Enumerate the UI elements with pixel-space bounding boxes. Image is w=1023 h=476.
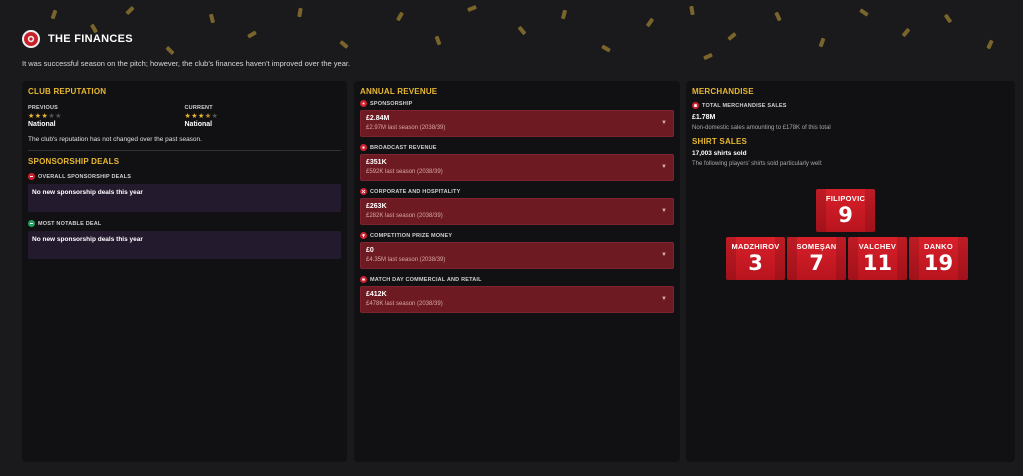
shirt-number: 19 (923, 251, 954, 275)
shirt-player-name: MADZHIROV (731, 242, 780, 251)
notable-deal-box: No new sponsorship deals this year (28, 231, 341, 259)
merchandise-panel: MERCHANDISE TOTAL MERCHANDISE SALES £1.7… (686, 81, 1015, 462)
shirt-player-name: SOMEŞAN (796, 242, 837, 251)
reputation-note: The club's reputation has not changed ov… (28, 136, 202, 143)
shirt-sales-title: SHIRT SALES (692, 137, 748, 146)
chevron-down-icon[interactable]: ▼ (661, 208, 667, 214)
revenue-last-season: £4.35M last season (2038/39) (366, 257, 446, 263)
broadcast-icon (360, 144, 367, 151)
chevron-down-icon[interactable]: ▼ (661, 296, 667, 302)
revenue-item-sponsorship[interactable]: £2.84M £2.97M last season (2038/39) ▼ (360, 110, 674, 137)
hospitality-icon (360, 188, 367, 195)
shirt-card[interactable]: FILIPOVIC 9 (816, 189, 875, 232)
divider (28, 150, 341, 151)
revenue-item-hospitality-header: CORPORATE AND HOSPITALITY (360, 188, 674, 195)
revenue-item-sponsorship-header: SPONSORSHIP (360, 100, 674, 107)
page-header: THE FINANCES (22, 30, 133, 48)
confetti-decoration (0, 0, 1023, 80)
current-label: CURRENT (184, 105, 213, 111)
previous-reputation: PREVIOUS ★★★★★ National (28, 105, 185, 128)
retail-icon (360, 276, 367, 283)
sponsorship-title: SPONSORSHIP DEALS (28, 157, 120, 166)
club-crest-icon (22, 30, 40, 48)
merch-total-label: TOTAL MERCHANDISE SALES (702, 102, 787, 109)
handshake-icon (28, 220, 35, 227)
shirt-number: 7 (809, 251, 824, 275)
shirt-number: 3 (748, 251, 763, 275)
shirt-player-name: VALCHEV (858, 242, 897, 251)
revenue-item-retail[interactable]: £412K £478K last season (2038/39) ▼ (360, 286, 674, 313)
merchandise-title: MERCHANDISE (692, 87, 754, 96)
revenue-value: £0 (366, 247, 374, 254)
revenue-value: £263K (366, 203, 387, 210)
revenue-item-retail-header: MATCH DAY COMMERCIAL AND RETAIL (360, 276, 674, 283)
page-subtitle: It was successful season on the pitch; h… (22, 59, 351, 68)
page-title: THE FINANCES (48, 33, 133, 45)
revenue-last-season: £2.97M last season (2038/39) (366, 125, 446, 131)
shirt-card[interactable]: DANKO 19 (909, 237, 968, 280)
current-reputation: CURRENT ★★★★★ National (185, 105, 342, 128)
revenue-item-hospitality[interactable]: £263K £282K last season (2038/39) ▼ (360, 198, 674, 225)
overall-deals-label: OVERALL SPONSORSHIP DEALS (38, 173, 132, 180)
chevron-down-icon[interactable]: ▼ (661, 164, 667, 170)
shirt-number: 11 (862, 251, 893, 275)
merch-total-value: £1.78M (692, 114, 716, 121)
sponsorship-deals-icon (28, 173, 35, 180)
overall-deals-box: No new sponsorship deals this year (28, 184, 341, 212)
revenue-item-broadcast-header: BROADCAST REVENUE (360, 144, 674, 151)
shirt-player-name: DANKO (924, 242, 953, 251)
revenue-value: £351K (366, 159, 387, 166)
revenue-last-season: £592K last season (2038/39) (366, 169, 443, 175)
revenue-panel: ANNUAL REVENUE SPONSORSHIP £2.84M £2.97M… (354, 81, 680, 462)
revenue-label: SPONSORSHIP (370, 100, 413, 107)
revenue-label: MATCH DAY COMMERCIAL AND RETAIL (370, 276, 482, 283)
revenue-last-season: £282K last season (2038/39) (366, 213, 443, 219)
shirt-card[interactable]: SOMEŞAN 7 (787, 237, 846, 280)
notable-deal-label: MOST NOTABLE DEAL (38, 220, 102, 227)
chevron-down-icon[interactable]: ▼ (661, 120, 667, 126)
previous-value: National (28, 121, 56, 128)
previous-stars: ★★★★★ (28, 113, 62, 120)
previous-label: PREVIOUS (28, 105, 59, 111)
chevron-down-icon[interactable]: ▼ (661, 252, 667, 258)
shirt-note: The following players' shirts sold parti… (692, 161, 823, 167)
reputation-panel: CLUB REPUTATION PREVIOUS ★★★★★ National … (22, 81, 347, 462)
revenue-label: BROADCAST REVENUE (370, 144, 437, 151)
current-value: National (184, 121, 213, 128)
merch-total-header: TOTAL MERCHANDISE SALES (692, 102, 1009, 109)
sponsorship-icon (360, 100, 367, 107)
revenue-item-prize-header: COMPETITION PRIZE MONEY (360, 232, 674, 239)
reputation-title: CLUB REPUTATION (28, 87, 107, 96)
shirt-card[interactable]: VALCHEV 11 (848, 237, 907, 280)
revenue-last-season: £478K last season (2038/39) (366, 301, 443, 307)
revenue-label: COMPETITION PRIZE MONEY (370, 232, 453, 239)
shirt-number: 9 (838, 203, 853, 227)
merch-total-note: Non-domestic sales amounting to £178K of… (692, 125, 831, 131)
current-stars: ★★★★★ (184, 113, 219, 120)
shirt-player-name: FILIPOVIC (825, 194, 866, 203)
shirt-count: 17,003 shirts sold (692, 150, 747, 157)
shirt-icon (692, 102, 699, 109)
revenue-value: £2.84M (366, 115, 390, 122)
shirt-card[interactable]: MADZHIROV 3 (726, 237, 785, 280)
overall-deals-header: OVERALL SPONSORSHIP DEALS (28, 173, 341, 180)
trophy-icon (360, 232, 367, 239)
revenue-value: £412K (366, 291, 387, 298)
revenue-label: CORPORATE AND HOSPITALITY (370, 188, 461, 195)
notable-deal-header: MOST NOTABLE DEAL (28, 220, 341, 227)
revenue-item-prize[interactable]: £0 £4.35M last season (2038/39) ▼ (360, 242, 674, 269)
revenue-item-broadcast[interactable]: £351K £592K last season (2038/39) ▼ (360, 154, 674, 181)
revenue-title: ANNUAL REVENUE (360, 87, 438, 96)
